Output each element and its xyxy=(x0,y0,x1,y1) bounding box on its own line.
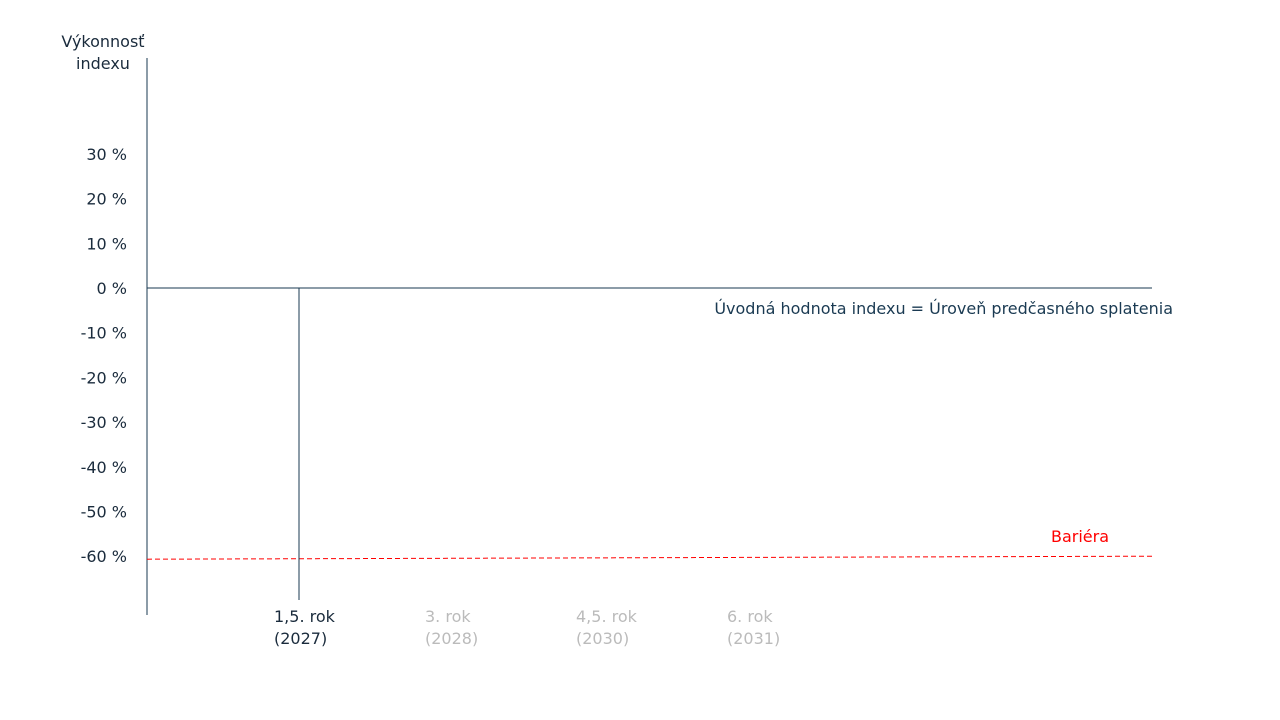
barrier-label: Bariéra xyxy=(1051,527,1109,546)
y-tick-label: 0 % xyxy=(97,279,127,298)
x-tick-label-line: 6. rok xyxy=(727,607,773,626)
x-tick-label: 6. rok (2031) xyxy=(727,607,780,648)
x-tick-labels: 1,5. rok (2027) 3. rok (2028) 4,5. rok (2030)… xyxy=(274,288,780,648)
y-tick-label: -40 % xyxy=(81,458,127,477)
x-tick-label-line: 3. rok xyxy=(425,607,471,626)
y-axis-title-line: Výkonnosť xyxy=(61,32,144,51)
x-tick-label: 1,5. rok (2027) xyxy=(274,607,336,648)
y-tick-labels: 30 % 20 % 10 % 0 % -10 % -20 % -30 % -40 % -50 %… xyxy=(81,145,127,566)
y-axis-title: Výkonnosť indexu xyxy=(61,32,144,73)
y-axis-title-line: indexu xyxy=(76,54,130,73)
x-tick-label: 4,5. rok (2030) xyxy=(576,607,638,648)
x-tick-label-line: (2028) xyxy=(425,629,478,648)
x-tick-label-line: (2027) xyxy=(274,629,327,648)
y-tick-label: -10 % xyxy=(81,324,127,343)
y-tick-label: 10 % xyxy=(86,234,127,253)
y-tick-label: -50 % xyxy=(81,503,127,522)
y-tick-label: -20 % xyxy=(81,368,127,387)
y-tick-label: 30 % xyxy=(86,145,127,164)
y-tick-label: -30 % xyxy=(81,413,127,432)
y-tick-label: -60 % xyxy=(81,547,127,566)
x-tick-label-line: (2031) xyxy=(727,629,780,648)
y-axis-label: Výkonnosť indexu xyxy=(61,32,144,73)
y-tick-label: 20 % xyxy=(86,190,127,209)
x-tick-label-line: 1,5. rok xyxy=(274,607,336,626)
x-tick-label-line: 4,5. rok xyxy=(576,607,638,626)
x-tick-label: 3. rok (2028) xyxy=(425,607,478,648)
x-tick-label-line: (2030) xyxy=(576,629,629,648)
barrier-line xyxy=(146,555,1153,560)
initial-value-label: Úvodná hodnota indexu = Úroveň predčasné… xyxy=(714,299,1173,318)
reference-lines: Úvodná hodnota indexu = Úroveň predčasné… xyxy=(146,287,1173,560)
